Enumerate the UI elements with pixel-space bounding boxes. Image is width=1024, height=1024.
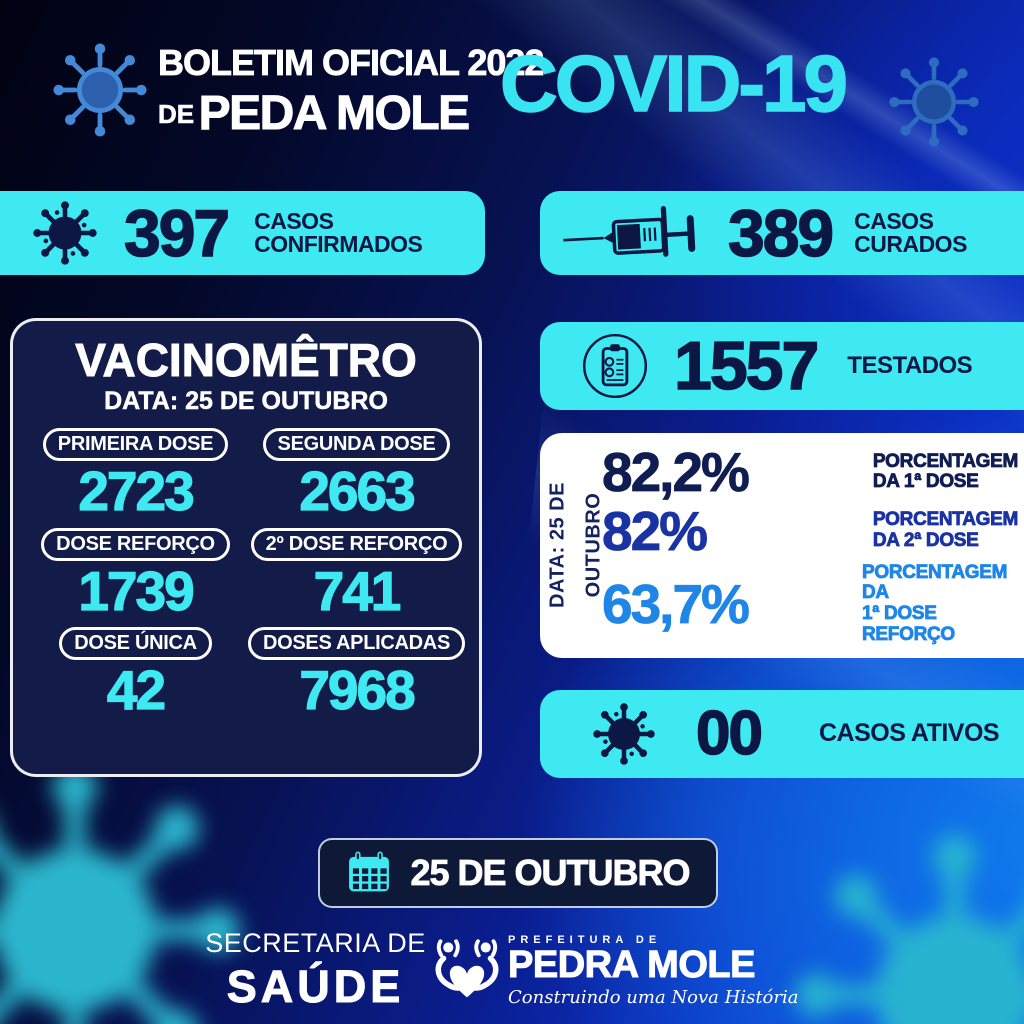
percentage-row-dose2: 82% PORCENTAGEM DA 2ª DOSE [602, 499, 1019, 562]
dose-label: DOSE ÚNICA [59, 627, 212, 661]
active-cases-value: 00 [695, 699, 763, 768]
dose-value: 7968 [299, 659, 417, 722]
tested-card: 1557 TESTADOS [540, 322, 1024, 410]
dose-cell-unica: DOSE ÚNICA 42 [25, 627, 246, 722]
virus-icon [53, 43, 147, 137]
cured-cases-label: CASOS CURADOS [854, 207, 967, 257]
percentages-card: DATA: 25 DE OUTUBRO 82,2% PORCENTAGEM DA… [540, 433, 1024, 658]
percentage-value: 63,7% [602, 572, 751, 635]
percentages-date-vertical: DATA: 25 DE OUTUBRO [546, 482, 605, 608]
bulletin-title-de: DE [158, 99, 195, 130]
dose-cell-reforco: DOSE REFORÇO 1739 [25, 527, 246, 623]
secretaria-line2: SAÚDE [226, 961, 405, 1013]
dose-label: DOSE REFORÇO [41, 527, 230, 561]
vaccinometer-grid: PRIMEIRA DOSE 2723 SEGUNDA DOSE 2663 DOS… [13, 428, 479, 722]
health-department-signature: SECRETARIA DE SAÚDE [198, 928, 433, 1013]
bulletin-title-line1: BOLETIM OFICIAL 2022 [158, 42, 545, 84]
report-date-text: 25 DE OUTUBRO [410, 852, 691, 894]
secretaria-line1: SECRETARIA DE [205, 928, 426, 958]
blurred-virus-decoration [0, 760, 245, 1024]
confirmed-cases-card: 397 CASOS CONFIRMADOS [0, 191, 485, 275]
dose-value: 42 [106, 659, 166, 722]
virus-icon [593, 703, 655, 765]
dose-cell-reforco2: 2º DOSE REFORÇO 741 [246, 527, 467, 623]
percentage-label: PORCENTAGEM DA 2ª DOSE [872, 509, 1018, 552]
percentage-row-dose1: 82,2% PORCENTAGEM DA 1ª DOSE [602, 440, 1019, 503]
bulletin-title: BOLETIM OFICIAL 2022 DE PEDA MOLE [158, 42, 545, 141]
dose-value: 741 [313, 559, 402, 622]
virus-icon [33, 201, 97, 265]
dose-value: 1739 [78, 559, 196, 622]
percentage-row-booster: 63,7% PORCENTAGEM DA 1ª DOSE REFORÇO [602, 561, 1018, 647]
percentage-label: PORCENTAGEM DA 1ª DOSE REFORÇO [861, 561, 1008, 646]
dose-value: 2663 [299, 460, 417, 522]
cured-cases-value: 389 [727, 196, 835, 270]
vaccinometer-card: VACINOMÊTRO DATA: 25 DE OUTUBRO PRIMEIRA… [10, 318, 482, 777]
virus-icon [889, 57, 979, 147]
city-hall-logo-text: PREFEITURA DE PEDRA MOLE Construindo uma… [507, 934, 799, 1008]
confirmed-cases-label: CASOS CONFIRMADOS [254, 207, 423, 257]
percentage-label: PORCENTAGEM DA 1ª DOSE [872, 450, 1018, 493]
bulletin-title-city: PEDA MOLE [198, 87, 471, 141]
active-cases-card: 00 CASOS ATIVOS [540, 690, 1024, 778]
dose-label: SEGUNDA DOSE [262, 428, 451, 461]
heart-people-icon [435, 939, 499, 998]
logo-city-name: PEDRA MOLE [507, 944, 755, 986]
dose-value: 2723 [78, 460, 196, 522]
percentage-value: 82% [602, 499, 709, 562]
logo-slogan: Construindo uma Nova História [508, 986, 799, 1008]
percentage-value: 82,2% [602, 440, 751, 503]
tested-value: 1557 [673, 328, 820, 404]
syringe-icon [563, 206, 696, 257]
dose-cell-aplicadas: DOSES APLICADAS 7968 [246, 627, 467, 722]
logo-prefeitura-de: PREFEITURA DE [508, 934, 662, 946]
bulletin-title-line2: DE PEDA MOLE [158, 86, 543, 141]
tested-label: TESTADOS [847, 351, 973, 379]
vaccinometer-title: VACINOMÊTRO [75, 334, 418, 386]
clipboard-check-icon [582, 333, 648, 399]
report-date-pill: 25 DE OUTUBRO [318, 838, 718, 908]
dose-label: DOSES APLICADAS [247, 627, 465, 661]
cured-cases-card: 389 CASOS CURADOS [540, 191, 1024, 275]
calendar-icon [349, 851, 390, 892]
covid19-title: COVID-19 [499, 38, 848, 129]
dose-label: PRIMEIRA DOSE [42, 428, 229, 461]
vaccinometer-date: DATA: 25 DE OUTUBRO [104, 387, 388, 416]
dose-cell-segunda: SEGUNDA DOSE 2663 [246, 428, 467, 523]
dose-label: 2º DOSE REFORÇO [250, 527, 463, 561]
active-cases-label: CASOS ATIVOS [818, 719, 1000, 748]
virus-icon [0, 765, 240, 1024]
confirmed-cases-value: 397 [123, 196, 231, 270]
virus-icon [794, 834, 1024, 1024]
dose-cell-primeira: PRIMEIRA DOSE 2723 [25, 428, 246, 523]
blurred-virus-decoration [790, 830, 1024, 1024]
